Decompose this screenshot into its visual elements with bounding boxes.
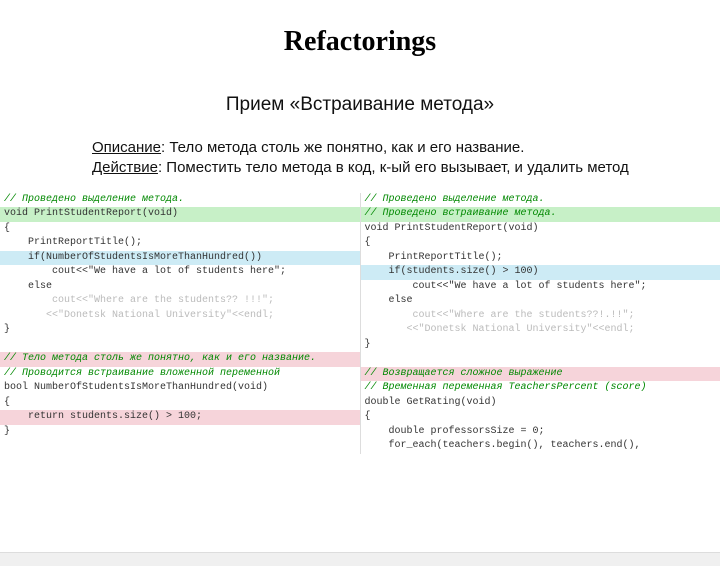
code-line: if(NumberOfStudentsIsMoreThanHundred()) bbox=[0, 251, 360, 266]
description-block: Описание: Тело метода столь же понятно, … bbox=[92, 138, 650, 179]
code-line: return students.size() > 100; bbox=[0, 410, 360, 425]
code-line: double GetRating(void) bbox=[361, 396, 720, 411]
code-panels: // Проведено выделение метода. void Prin… bbox=[0, 193, 720, 454]
code-line: PrintReportTitle(); bbox=[361, 251, 720, 266]
code-line: PrintReportTitle(); bbox=[0, 236, 360, 251]
code-line: <<"Donetsk National University"<<endl; bbox=[0, 309, 360, 324]
code-line: { bbox=[0, 396, 360, 411]
code-line: } bbox=[361, 338, 720, 353]
code-line: void PrintStudentReport(void) bbox=[361, 222, 720, 237]
code-line: // Проведено встраивание метода. bbox=[361, 207, 720, 222]
code-line: <<"Donetsk National University"<<endl; bbox=[361, 323, 720, 338]
code-line: cout<<"Where are the students??!.!!"; bbox=[361, 309, 720, 324]
code-line: // Тело метода столь же понятно, как и е… bbox=[0, 352, 360, 367]
code-line: cout<<"Where are the students?? !!!"; bbox=[0, 294, 360, 309]
code-line: // Временная переменная TeachersPercent … bbox=[361, 381, 720, 396]
code-line: for_each(teachers.begin(), teachers.end(… bbox=[361, 439, 720, 454]
code-line: // Проводится встраивание вложенной пере… bbox=[0, 367, 360, 382]
footer-bar bbox=[0, 552, 720, 566]
description-text: : Тело метода столь же понятно, как и ег… bbox=[161, 139, 524, 156]
code-line: void PrintStudentReport(void) bbox=[0, 207, 360, 222]
code-line: if(students.size() > 100) bbox=[361, 265, 720, 280]
code-line: // Возвращается сложное выражение bbox=[361, 367, 720, 382]
code-line: cout<<"We have a lot of students here"; bbox=[0, 265, 360, 280]
code-line: // Проведено выделение метода. bbox=[361, 193, 720, 208]
code-after-panel: // Проведено выделение метода. // Провед… bbox=[361, 193, 720, 454]
method-subtitle: Прием «Встраивание метода» bbox=[0, 94, 720, 116]
code-line: cout<<"We have a lot of students here"; bbox=[361, 280, 720, 295]
code-line: } bbox=[0, 425, 360, 440]
code-line: double professorsSize = 0; bbox=[361, 425, 720, 440]
action-text: : Поместить тело метода в код, к-ый его … bbox=[158, 159, 629, 176]
code-line: { bbox=[0, 222, 360, 237]
description-label: Описание bbox=[92, 139, 161, 156]
page-title: Refactorings bbox=[0, 26, 720, 58]
code-line: } bbox=[0, 323, 360, 338]
code-line: { bbox=[361, 410, 720, 425]
code-line bbox=[361, 352, 720, 367]
code-line: bool NumberOfStudentsIsMoreThanHundred(v… bbox=[0, 381, 360, 396]
code-line: // Проведено выделение метода. bbox=[0, 193, 360, 208]
code-line bbox=[0, 338, 360, 353]
code-line: else bbox=[361, 294, 720, 309]
code-before-panel: // Проведено выделение метода. void Prin… bbox=[0, 193, 361, 454]
action-label: Действие bbox=[92, 159, 158, 176]
code-line: else bbox=[0, 280, 360, 295]
code-line: { bbox=[361, 236, 720, 251]
